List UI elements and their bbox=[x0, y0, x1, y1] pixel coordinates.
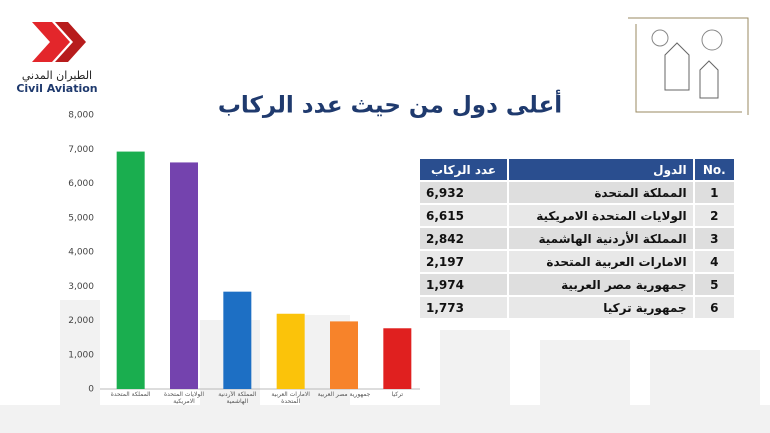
bar bbox=[223, 291, 252, 389]
y-tick-label: 4,000 bbox=[68, 248, 94, 258]
table-cell: 4 bbox=[694, 251, 734, 272]
table-cell: 5 bbox=[694, 274, 734, 295]
table-cell: 3 bbox=[694, 228, 734, 249]
table-cell: 2,842 bbox=[420, 228, 508, 249]
bar bbox=[170, 162, 198, 389]
table-cell: 6,615 bbox=[420, 205, 508, 226]
x-tick-label: تركيا bbox=[391, 391, 404, 398]
x-tick-label-box: الامارات العربية المتحدة bbox=[271, 391, 310, 405]
table-cell: جمهورية تركيا bbox=[509, 297, 693, 318]
table-cell: 2 bbox=[694, 205, 734, 226]
x-tick-label-box: المملكة المتحدة bbox=[110, 391, 151, 398]
x-tick-label: جمهورية مصر العربية bbox=[317, 391, 371, 398]
table-cell: المملكة الأردنية الهاشمية bbox=[509, 228, 693, 249]
logo-mark bbox=[32, 22, 86, 62]
table-row: 2,842 المملكة الأردنية الهاشمية 3 bbox=[420, 228, 734, 249]
bar bbox=[276, 313, 305, 389]
table-row: 6,615 الولايات المتحدة الامريكية 2 bbox=[420, 205, 734, 226]
header-cell: الدول bbox=[509, 159, 693, 180]
table-row: 6,932 المملكة المتحدة 1 bbox=[420, 182, 734, 203]
x-tick-label: المملكة المتحدة bbox=[110, 391, 151, 398]
logo-arabic: الطيران المدني bbox=[22, 69, 92, 82]
table-cell: 6 bbox=[694, 297, 734, 318]
header-cell: No. bbox=[694, 159, 734, 180]
bar bbox=[330, 321, 358, 389]
y-tick-label: 1,000 bbox=[68, 350, 94, 360]
logo-english: Civil Aviation bbox=[16, 82, 97, 95]
table-cell: 6,932 bbox=[420, 182, 508, 203]
table-cell: المملكة المتحدة bbox=[509, 182, 693, 203]
y-tick-label: 2,000 bbox=[68, 316, 94, 326]
x-tick-label: الولايات المتحدة الامريكية bbox=[163, 391, 204, 405]
table-cell: 1 bbox=[694, 182, 734, 203]
x-tick-label: الامارات العربية المتحدة bbox=[271, 391, 310, 405]
header-cell: عدد الركاب bbox=[420, 159, 508, 180]
x-tick-label-box: جمهورية مصر العربية bbox=[317, 391, 371, 398]
x-tick-label: المملكة الأردنية الهاشمية bbox=[218, 391, 257, 405]
y-tick-label: 3,000 bbox=[68, 282, 94, 292]
bar bbox=[116, 151, 145, 389]
y-tick-label: 6,000 bbox=[68, 179, 94, 189]
table-row: 2,197 الامارات العربية المتحدة 4 bbox=[420, 251, 734, 272]
table-cell: الامارات العربية المتحدة bbox=[509, 251, 693, 272]
table-cell: الولايات المتحدة الامريكية bbox=[509, 205, 693, 226]
bar bbox=[383, 328, 412, 389]
y-tick-label: 5,000 bbox=[68, 213, 94, 223]
y-tick-label: 0 bbox=[88, 385, 94, 395]
lantern-decoration bbox=[628, 17, 749, 115]
table-cell: جمهورية مصر العربية bbox=[509, 274, 693, 295]
chart-title: أعلى دول من حيث عدد الركاب bbox=[218, 89, 562, 119]
table-cell: 1,773 bbox=[420, 297, 508, 318]
table-cell: 1,974 bbox=[420, 274, 508, 295]
x-tick-label-box: المملكة الأردنية الهاشمية bbox=[218, 391, 257, 405]
table-cell: 2,197 bbox=[420, 251, 508, 272]
table-row: 1,773 جمهورية تركيا 6 bbox=[420, 297, 734, 318]
y-tick-label: 7,000 bbox=[68, 145, 94, 155]
data-table: عدد الركاب الدول No. 6,932 المملكة المتحدة 1 6… bbox=[418, 157, 736, 320]
y-tick-label: 8,000 bbox=[68, 111, 94, 121]
x-tick-label-box: تركيا bbox=[391, 391, 404, 398]
x-tick-label-box: الولايات المتحدة الامريكية bbox=[163, 391, 204, 405]
header-row: عدد الركاب الدول No. bbox=[420, 159, 734, 180]
table-row: 1,974 جمهورية مصر العربية 5 bbox=[420, 274, 734, 295]
